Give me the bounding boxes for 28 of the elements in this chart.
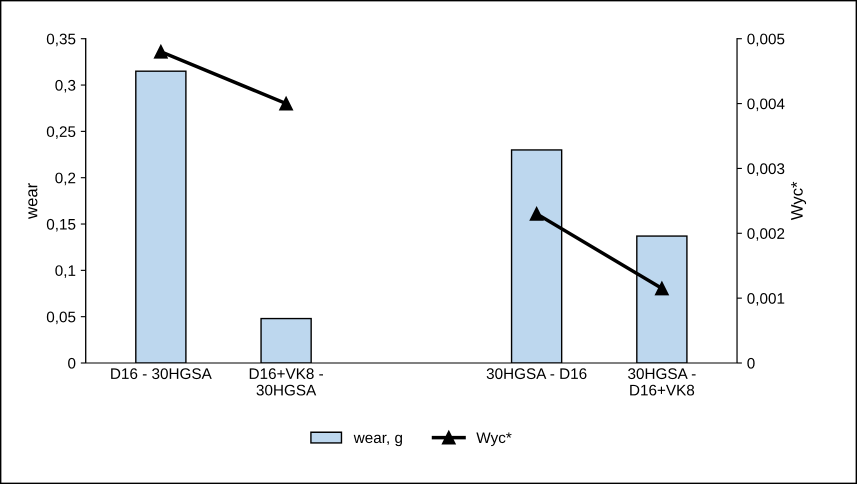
y-tick-label: 0,25 [46, 126, 76, 139]
x-tick-label: D16+VK8 - 30HGSA [250, 368, 324, 396]
point [279, 96, 294, 111]
y2-tick-label: 0,004 [747, 98, 785, 112]
point [154, 44, 168, 59]
y2-axis-title: Wyc* [791, 182, 806, 220]
bar [135, 70, 187, 363]
y-axis-title: wear [28, 183, 38, 219]
point [654, 281, 669, 296]
y-tick-label: 0,3 [55, 80, 76, 93]
y2-tick-label: 0 [747, 358, 755, 369]
y2-tick-label: 0,003 [747, 163, 784, 176]
x-tick-label: 30HGSA - D16 [486, 368, 586, 380]
y2-tick-label: 0,001 [747, 293, 784, 306]
x-tick-label: 30HGSA - D16+VK8 [628, 368, 696, 396]
y-tick-label: 0,35 [46, 34, 76, 46]
y-tick-label: 0,2 [55, 172, 76, 186]
y2-tick-label: 0,005 [747, 34, 784, 46]
y-tick-label: 0,15 [46, 218, 76, 232]
y-tick-label: 0,1 [55, 265, 76, 278]
bar [260, 318, 312, 363]
point [530, 206, 544, 221]
x-tick-label: D16 - 30HGSA [111, 368, 212, 380]
legend-label: wear, g [354, 434, 402, 446]
y2-tick-label: 0,002 [747, 228, 784, 241]
y-tick-label: 0,05 [46, 312, 76, 324]
y-tick-label: 0 [68, 358, 76, 369]
legend-label: Wyc* [476, 432, 512, 446]
